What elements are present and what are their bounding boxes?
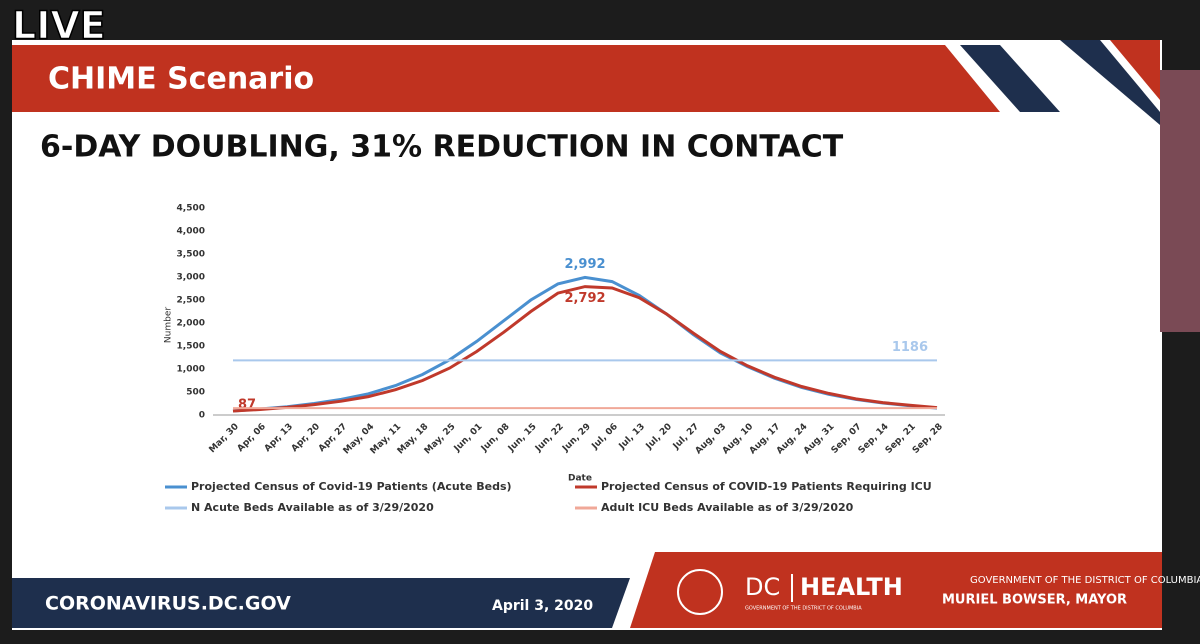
side-video — [1160, 70, 1200, 332]
dc-text: DC — [745, 573, 780, 601]
y-tick-label: 2,500 — [177, 296, 205, 306]
data-label: 87 — [238, 398, 256, 413]
stripe — [1110, 40, 1160, 100]
y-tick-label: 3,000 — [177, 273, 205, 283]
y-tick-label: 3,500 — [177, 250, 205, 260]
y-tick-label: 2,000 — [177, 319, 205, 329]
stripe — [960, 45, 1060, 112]
gov-text: GOVERNMENT OF THE DISTRICT OF COLUMBIA — [970, 575, 1200, 586]
footer-date: April 3, 2020 — [492, 598, 593, 614]
header-band — [12, 45, 1000, 112]
y-tick-label: 0 — [199, 411, 205, 421]
footer-left — [12, 578, 630, 628]
chart-title: 6-DAY DOUBLING, 31% REDUCTION IN CONTACT — [40, 130, 844, 165]
footer-right — [630, 552, 1162, 628]
stripe — [1060, 40, 1160, 125]
y-tick-label: 1,000 — [177, 365, 205, 375]
y-axis-label: Number — [164, 307, 174, 343]
slide — [12, 40, 1162, 630]
x-axis-label: Date — [568, 474, 592, 484]
data-label: 2,792 — [564, 291, 605, 306]
y-tick-label: 4,500 — [177, 204, 205, 214]
y-tick-label: 1,500 — [177, 342, 205, 352]
footer-url: CORONAVIRUS.DC.GOV — [45, 593, 291, 615]
legend-label: Projected Census of Covid-19 Patients (A… — [191, 480, 512, 493]
data-label: 2,992 — [564, 257, 605, 272]
legend-label: Projected Census of COVID-19 Patients Re… — [601, 480, 932, 493]
live-badge: LIVE — [12, 4, 106, 48]
y-tick-label: 4,000 — [177, 227, 205, 237]
seal — [677, 569, 723, 615]
mayor-text: MURIEL BOWSER, MAYOR — [942, 593, 1127, 608]
data-label: 1186 — [892, 340, 928, 355]
legend-label: N Acute Beds Available as of 3/29/2020 — [191, 501, 434, 514]
health-sub: GOVERNMENT OF THE DISTRICT OF COLUMBIA — [745, 606, 862, 612]
header-title: CHIME Scenario — [48, 62, 314, 97]
health-text: HEALTH — [800, 573, 903, 601]
legend-label: Adult ICU Beds Available as of 3/29/2020 — [601, 501, 854, 514]
series-line — [232, 285, 938, 413]
y-tick-label: 500 — [186, 388, 205, 398]
